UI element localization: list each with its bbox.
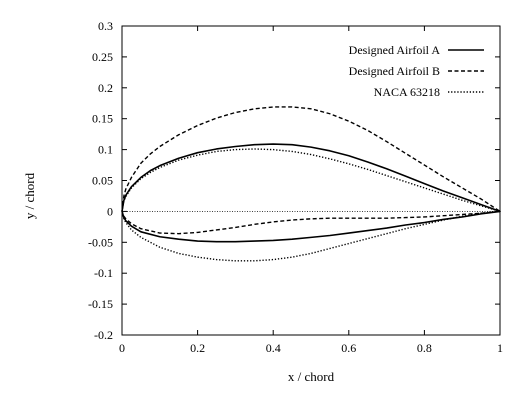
y-tick-label: -0.15 xyxy=(88,297,113,311)
series-line-1 xyxy=(121,106,501,235)
y-tick-label: -0.2 xyxy=(94,328,113,342)
y-tick-label: 0.3 xyxy=(98,19,113,33)
x-tick-label: 0.2 xyxy=(190,341,205,355)
y-tick-label: -0.1 xyxy=(94,266,113,280)
x-tick-label: 0.6 xyxy=(341,341,356,355)
x-axis: 0 0.2 0.4 0.6 0.8 1 xyxy=(119,26,503,355)
series-line-2 xyxy=(121,148,501,262)
x-tick-label: 0.8 xyxy=(417,341,432,355)
legend-label-0: Designed Airfoil A xyxy=(349,43,441,57)
y-tick-label: 0.05 xyxy=(92,174,113,188)
y-tick-label: 0.15 xyxy=(92,112,113,126)
y-axis-title: y / chord xyxy=(22,172,37,219)
series-line-0 xyxy=(121,143,501,243)
legend-label-1: Designed Airfoil B xyxy=(349,64,440,78)
y-tick-label: 0.25 xyxy=(92,50,113,64)
plot-area xyxy=(121,25,501,336)
legend-label-2: NACA 63218 xyxy=(374,85,440,99)
plot-frame xyxy=(121,25,501,336)
legend: Designed Airfoil A Designed Airfoil B NACA… xyxy=(349,43,484,99)
y-tick-label: 0.1 xyxy=(98,143,113,157)
series-layer xyxy=(121,106,501,262)
x-tick-label: 0.4 xyxy=(266,341,281,355)
x-tick-label: 0 xyxy=(119,341,125,355)
y-tick-label: 0 xyxy=(107,204,113,218)
y-tick-label: -0.05 xyxy=(88,235,113,249)
y-tick-label: 0.2 xyxy=(98,81,113,95)
y-axis: -0.2 -0.15 -0.1 -0.05 0 0.05 0.1 0.15 0.2 0.25 0.3 xyxy=(88,19,500,342)
x-axis-title: x / chord xyxy=(288,369,335,384)
x-tick-label: 1 xyxy=(497,341,503,355)
